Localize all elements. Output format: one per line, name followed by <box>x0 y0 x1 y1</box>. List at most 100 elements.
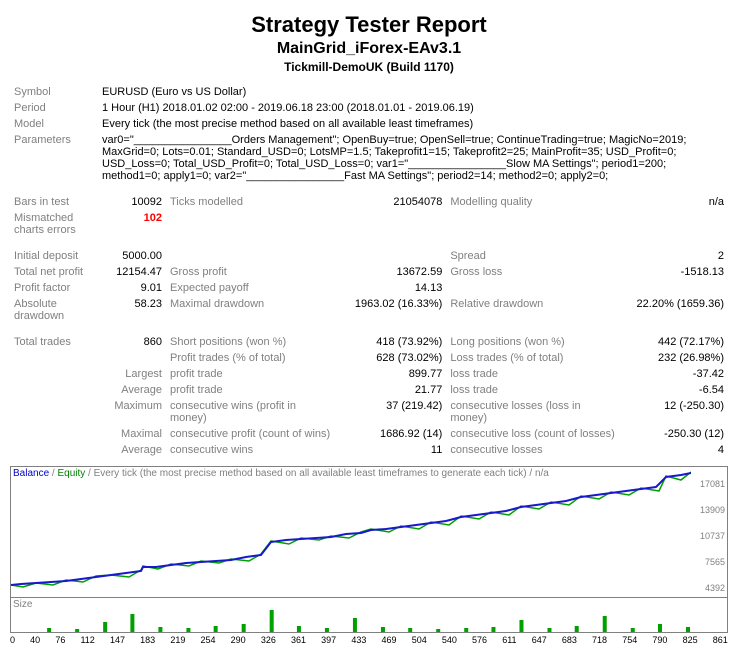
label-avgconseclosses: consecutive losses <box>446 442 619 458</box>
x-axis-labels: 0407611214718321925429032636139743346950… <box>10 635 728 645</box>
x-label: 504 <box>412 635 427 645</box>
value-grossloss: -1518.13 <box>619 264 728 280</box>
y-label: 13909 <box>700 505 725 515</box>
value-mismatched: 102 <box>98 210 166 238</box>
label-consecloss: consecutive loss (count of losses) <box>446 426 619 442</box>
y-label: 10737 <box>700 531 725 541</box>
value-netprofit: 12154.47 <box>98 264 166 280</box>
info-table: Symbol EURUSD (Euro vs US Dollar) Period… <box>10 84 728 458</box>
value-bars: 10092 <box>98 194 166 210</box>
x-label: 754 <box>622 635 637 645</box>
value-avgprofit: 21.77 <box>336 382 447 398</box>
y-label: 17081 <box>700 479 725 489</box>
x-label: 790 <box>652 635 667 645</box>
label-profittrade2: profit trade <box>166 382 336 398</box>
balance-chart: Balance / Equity / Every tick (the most … <box>10 466 728 598</box>
value-maximalprofit: 1686.92 (14) <box>336 426 447 442</box>
label-consecwins: consecutive wins (profit in money) <box>166 398 336 426</box>
label-conseclosses: consecutive losses (loss in money) <box>446 398 619 426</box>
value-parameters: var0="________________Orders Management"… <box>98 132 728 184</box>
y-label: 7565 <box>705 557 725 567</box>
value-avgconseclosses: 4 <box>619 442 728 458</box>
value-model: Every tick (the most precise method base… <box>98 116 728 132</box>
value-deposit: 5000.00 <box>98 248 166 264</box>
value-symbol: EURUSD (Euro vs US Dollar) <box>98 84 728 100</box>
label-quality: Modelling quality <box>446 194 619 210</box>
label-grossloss: Gross loss <box>446 264 619 280</box>
x-label: 540 <box>442 635 457 645</box>
x-label: 147 <box>110 635 125 645</box>
label-grossprofit: Gross profit <box>166 264 336 280</box>
value-avgconsecwins: 11 <box>336 442 447 458</box>
label-period: Period <box>10 100 98 116</box>
x-label: 611 <box>502 635 516 645</box>
label-average1: Average <box>98 382 166 398</box>
value-absdd: 58.23 <box>98 296 166 324</box>
value-long: 442 (72.17%) <box>619 334 728 350</box>
label-expected: Expected payoff <box>166 280 336 296</box>
label-model: Model <box>10 116 98 132</box>
report-title: Strategy Tester Report <box>10 12 728 38</box>
value-ticks: 21054078 <box>336 194 447 210</box>
x-label: 326 <box>261 635 276 645</box>
x-label: 433 <box>351 635 366 645</box>
x-label: 576 <box>472 635 487 645</box>
value-maximalloss: -250.30 (12) <box>619 426 728 442</box>
value-avgloss: -6.54 <box>619 382 728 398</box>
label-profitfactor: Profit factor <box>10 280 98 296</box>
chart-svg <box>11 467 691 593</box>
value-reldd: 22.20% (1659.36) <box>619 296 728 324</box>
report-header: Strategy Tester Report MainGrid_iForex-E… <box>10 12 728 74</box>
value-maxconsecwins: 37 (219.42) <box>336 398 447 426</box>
value-short: 418 (73.92%) <box>336 334 447 350</box>
value-spread: 2 <box>619 248 728 264</box>
value-losstrades: 232 (26.98%) <box>619 350 728 366</box>
label-maximal: Maximal <box>98 426 166 442</box>
label-short: Short positions (won %) <box>166 334 336 350</box>
x-label: 361 <box>291 635 306 645</box>
label-largest: Largest <box>98 366 166 382</box>
x-label: 683 <box>562 635 577 645</box>
report-server: Tickmill-DemoUK (Build 1170) <box>10 60 728 74</box>
value-quality: n/a <box>619 194 728 210</box>
x-label: 469 <box>382 635 397 645</box>
label-absdd: Absolute drawdown <box>10 296 98 324</box>
label-bars: Bars in test <box>10 194 98 210</box>
label-consecprofit: consecutive profit (count of wins) <box>166 426 336 442</box>
report-subtitle: MainGrid_iForex-EAv3.1 <box>10 40 728 58</box>
x-label: 76 <box>55 635 65 645</box>
label-netprofit: Total net profit <box>10 264 98 280</box>
x-label: 112 <box>80 635 94 645</box>
size-svg <box>11 598 691 632</box>
label-mismatched: Mismatched charts errors <box>10 210 98 238</box>
x-label: 397 <box>321 635 336 645</box>
label-long: Long positions (won %) <box>446 334 619 350</box>
value-grossprofit: 13672.59 <box>336 264 447 280</box>
value-maxdd: 1963.02 (16.33%) <box>336 296 447 324</box>
x-label: 40 <box>30 635 40 645</box>
value-profittrades: 628 (73.02%) <box>336 350 447 366</box>
label-totaltrades: Total trades <box>10 334 98 350</box>
label-deposit: Initial deposit <box>10 248 98 264</box>
x-label: 0 <box>10 635 15 645</box>
x-label: 861 <box>713 635 728 645</box>
label-parameters: Parameters <box>10 132 98 184</box>
value-period: 1 Hour (H1) 2018.01.02 02:00 - 2019.06.1… <box>98 100 728 116</box>
value-largestloss: -37.42 <box>619 366 728 382</box>
value-expected: 14.13 <box>336 280 447 296</box>
label-reldd: Relative drawdown <box>446 296 619 324</box>
x-label: 183 <box>140 635 155 645</box>
x-label: 254 <box>200 635 215 645</box>
label-profittrade1: profit trade <box>166 366 336 382</box>
value-totaltrades: 860 <box>98 334 166 350</box>
x-label: 219 <box>170 635 185 645</box>
label-maximum: Maximum <box>98 398 166 426</box>
label-ticks: Ticks modelled <box>166 194 336 210</box>
label-symbol: Symbol <box>10 84 98 100</box>
label-losstrade2: loss trade <box>446 382 619 398</box>
label-profittrades: Profit trades (% of total) <box>166 350 336 366</box>
value-largestprofit: 899.77 <box>336 366 447 382</box>
value-profitfactor: 9.01 <box>98 280 166 296</box>
x-label: 647 <box>532 635 547 645</box>
label-avgconsecwins: consecutive wins <box>166 442 336 458</box>
